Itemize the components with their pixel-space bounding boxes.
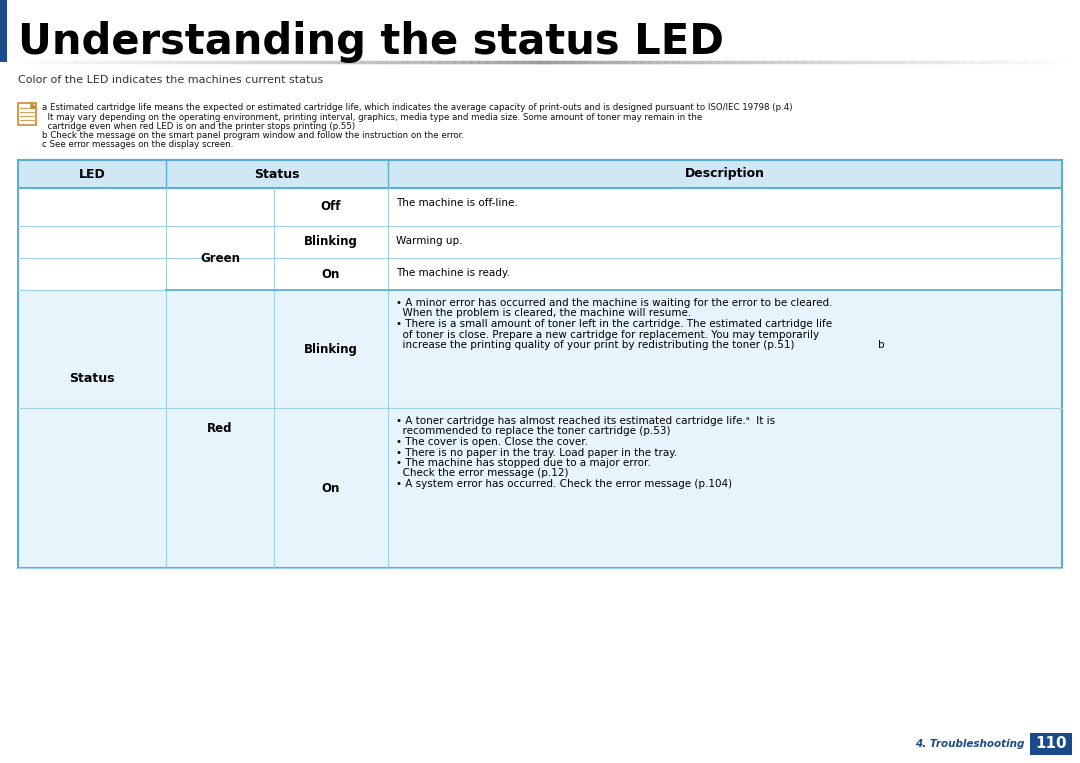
Text: Check the error message (p.12): Check the error message (p.12) (396, 468, 568, 478)
Text: 4. Troubleshooting: 4. Troubleshooting (915, 739, 1024, 749)
Text: The machine is ready.: The machine is ready. (396, 268, 510, 278)
Bar (1030, 733, 1072, 755)
Text: cartridge even when red LED is on and the printer stops printing (p.55): cartridge even when red LED is on and th… (42, 122, 355, 131)
Text: Status: Status (69, 372, 114, 385)
Bar (0, 0, 6, 62)
Text: It may vary depending on the operating environment, printing interval, graphics,: It may vary depending on the operating e… (42, 113, 702, 122)
Text: • A system error has occurred. Check the error message (p.104): • A system error has occurred. Check the… (396, 479, 732, 489)
Text: • There is a small amount of toner left in the cartridge. The estimated cartridg: • There is a small amount of toner left … (396, 319, 832, 329)
Text: 110: 110 (1036, 736, 1067, 752)
Text: Blinking: Blinking (305, 343, 357, 356)
Text: • There is no paper in the tray. Load paper in the tray.: • There is no paper in the tray. Load pa… (396, 448, 677, 458)
Text: Green: Green (200, 252, 240, 265)
Bar (18, 226, 1062, 258)
Text: increase the printing quality of your print by redistributing the toner (p.51): increase the printing quality of your pr… (396, 340, 795, 350)
Text: Off: Off (321, 201, 341, 214)
Text: b: b (878, 340, 885, 350)
Text: LED: LED (79, 168, 106, 181)
Text: b Check the message on the smart panel program window and follow the instruction: b Check the message on the smart panel p… (42, 131, 464, 140)
Bar (18, 160, 1062, 188)
Text: • A minor error has occurred and the machine is waiting for the error to be clea: • A minor error has occurred and the mac… (396, 298, 833, 308)
Text: On: On (322, 268, 340, 281)
Bar (18, 160, 1062, 568)
Text: a Estimated cartridge life means the expected or estimated cartridge life, which: a Estimated cartridge life means the exp… (42, 103, 793, 112)
Text: • The machine has stopped due to a major error.: • The machine has stopped due to a major… (396, 458, 651, 468)
Text: Understanding the status LED: Understanding the status LED (18, 21, 724, 63)
Bar (18, 188, 1062, 226)
Text: recommended to replace the toner cartridge (p.53): recommended to replace the toner cartrid… (396, 427, 671, 436)
Text: The machine is off-line.: The machine is off-line. (396, 198, 517, 208)
Polygon shape (31, 103, 36, 108)
Text: of toner is close. Prepare a new cartridge for replacement. You may temporarily: of toner is close. Prepare a new cartrid… (396, 330, 819, 340)
Text: Red: Red (207, 423, 233, 436)
Bar (18, 258, 1062, 290)
Text: On: On (322, 481, 340, 494)
Text: Description: Description (685, 168, 765, 181)
Text: Status: Status (254, 168, 300, 181)
Text: c See error messages on the display screen.: c See error messages on the display scre… (42, 140, 233, 149)
Text: Warming up.: Warming up. (396, 236, 462, 246)
Bar (18, 290, 1062, 408)
Text: • A toner cartridge has almost reached its estimated cartridge life.ᵃ  It is: • A toner cartridge has almost reached i… (396, 416, 775, 426)
Text: • The cover is open. Close the cover.: • The cover is open. Close the cover. (396, 437, 588, 447)
Text: When the problem is cleared, the machine will resume.: When the problem is cleared, the machine… (396, 308, 691, 318)
Text: Blinking: Blinking (305, 236, 357, 249)
Bar (18, 408, 1062, 568)
Text: Color of the LED indicates the machines current status: Color of the LED indicates the machines … (18, 75, 323, 85)
FancyBboxPatch shape (18, 103, 36, 125)
